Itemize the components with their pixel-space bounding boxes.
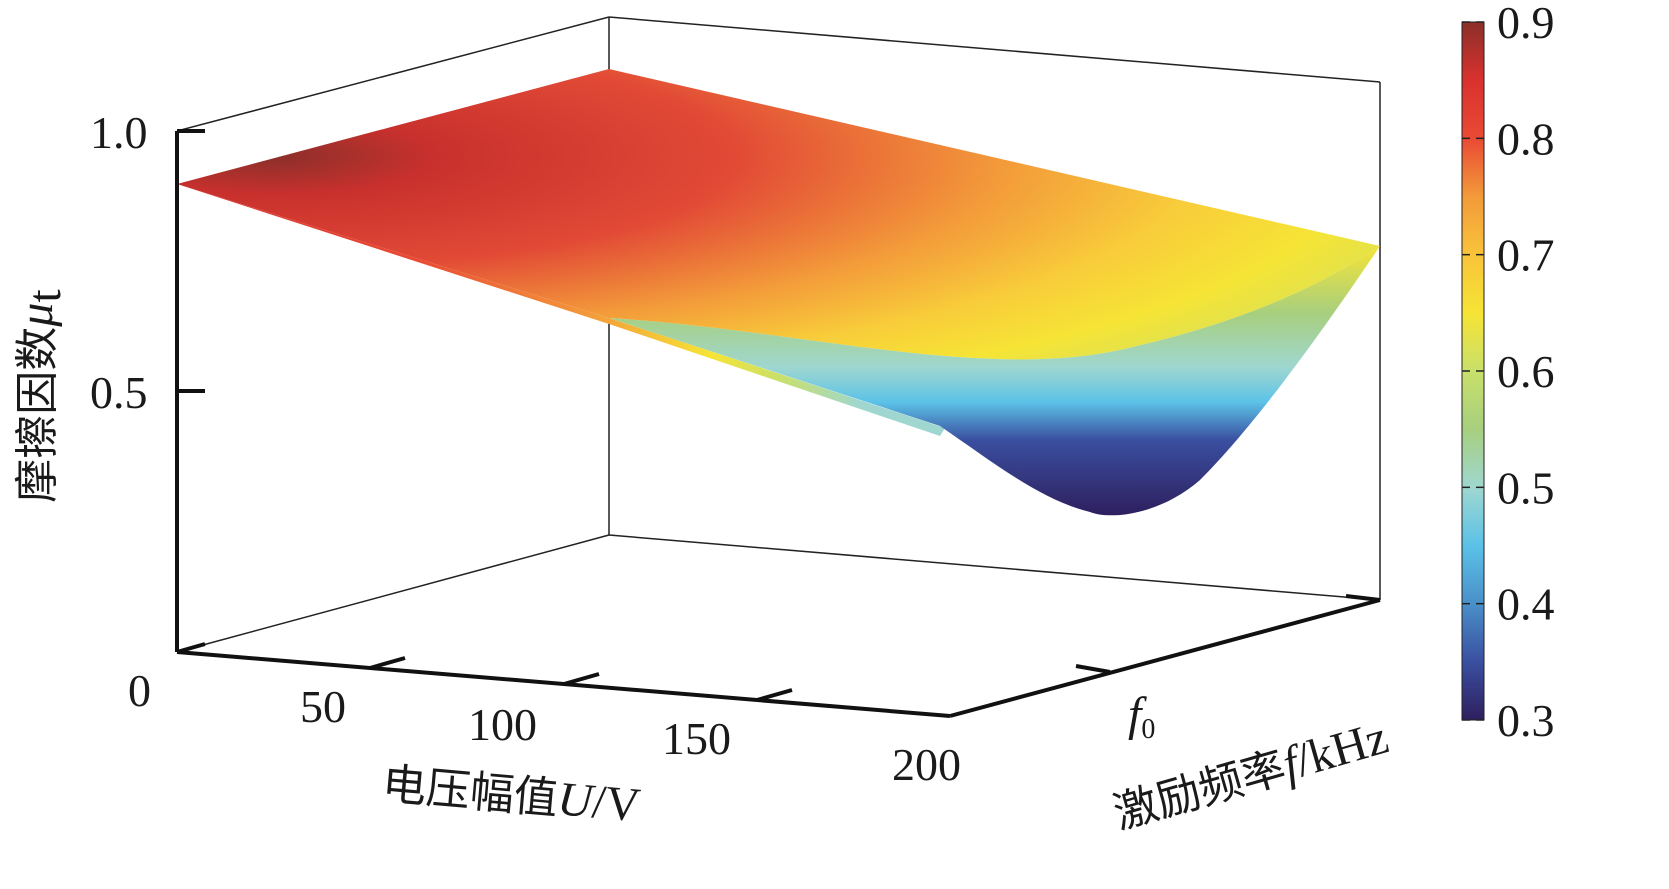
x-tick-label-50: 50 <box>300 681 346 732</box>
colorbar: 0.9 0.8 0.7 0.6 0.5 0.4 0.3 <box>1461 0 1555 746</box>
x-tick-labels: 50 100 150 200 <box>300 681 961 790</box>
x-axis-line <box>176 650 951 718</box>
surface-valley-face <box>609 246 1380 516</box>
colorbar-tick-label: 0.9 <box>1497 0 1555 48</box>
colorbar-tick-label: 0.8 <box>1497 113 1555 164</box>
back-floor-edge-right <box>608 534 1381 601</box>
colorbar-tick-labels: 0.9 0.8 0.7 0.6 0.5 0.4 0.3 <box>1497 0 1555 746</box>
front-axes <box>175 129 1381 718</box>
y-tick-f0 <box>1075 664 1111 674</box>
y-axis-title-unit: /kHz <box>1290 711 1394 788</box>
z-tick-label-0-5: 0.5 <box>90 367 148 418</box>
y-axis-line <box>949 598 1381 718</box>
y-axis-title-text: 激励频率 <box>1108 742 1291 840</box>
x-axis-title: 电压幅值U/V <box>380 757 643 832</box>
back-top-edge-right <box>608 16 1381 83</box>
colorbar-tick-label: 0.6 <box>1497 346 1555 397</box>
x-tick-label-100: 100 <box>468 699 537 750</box>
back-top-edge-left <box>176 16 610 132</box>
x-tick-label-200: 200 <box>892 739 961 790</box>
z-tick-0 <box>176 642 206 654</box>
x-tick-100 <box>563 672 600 686</box>
x-axis-title-unit: /V <box>590 775 643 832</box>
y-tick-end <box>1345 594 1381 602</box>
x-tick-150 <box>756 688 793 702</box>
z-axis-title: 摩擦因数μt <box>10 289 71 503</box>
z-tick-label-0: 0 <box>128 665 151 716</box>
back-floor-edge-left <box>176 534 610 653</box>
x-axis-title-text: 电压幅值 <box>380 759 560 825</box>
z-axis-title-subscript: t <box>18 289 71 303</box>
x-tick-label-150: 150 <box>662 713 731 764</box>
colorbar-tick-label: 0.3 <box>1497 695 1555 746</box>
y-tick-f-subscript: 0 <box>1141 714 1155 745</box>
surface <box>177 69 1380 516</box>
surface-front-face <box>177 184 945 436</box>
y-tick-label-f0: f0 <box>1128 688 1155 745</box>
z-tick-label-1: 1.0 <box>90 107 148 158</box>
x-tick-50 <box>369 656 406 670</box>
colorbar-tick-label: 0.7 <box>1497 230 1555 281</box>
z-axis-title-text: 摩擦因数 <box>12 327 63 503</box>
z-tick-labels: 1.0 0.5 0 <box>90 107 151 716</box>
axes-box <box>176 16 1381 653</box>
colorbar-tick-label: 0.4 <box>1497 579 1555 630</box>
colorbar-tick-label: 0.5 <box>1497 462 1555 513</box>
colorbar-ticks <box>1462 21 1484 721</box>
surface-top-face <box>177 69 1380 360</box>
z-axis-title-symbol: μ <box>10 303 63 328</box>
